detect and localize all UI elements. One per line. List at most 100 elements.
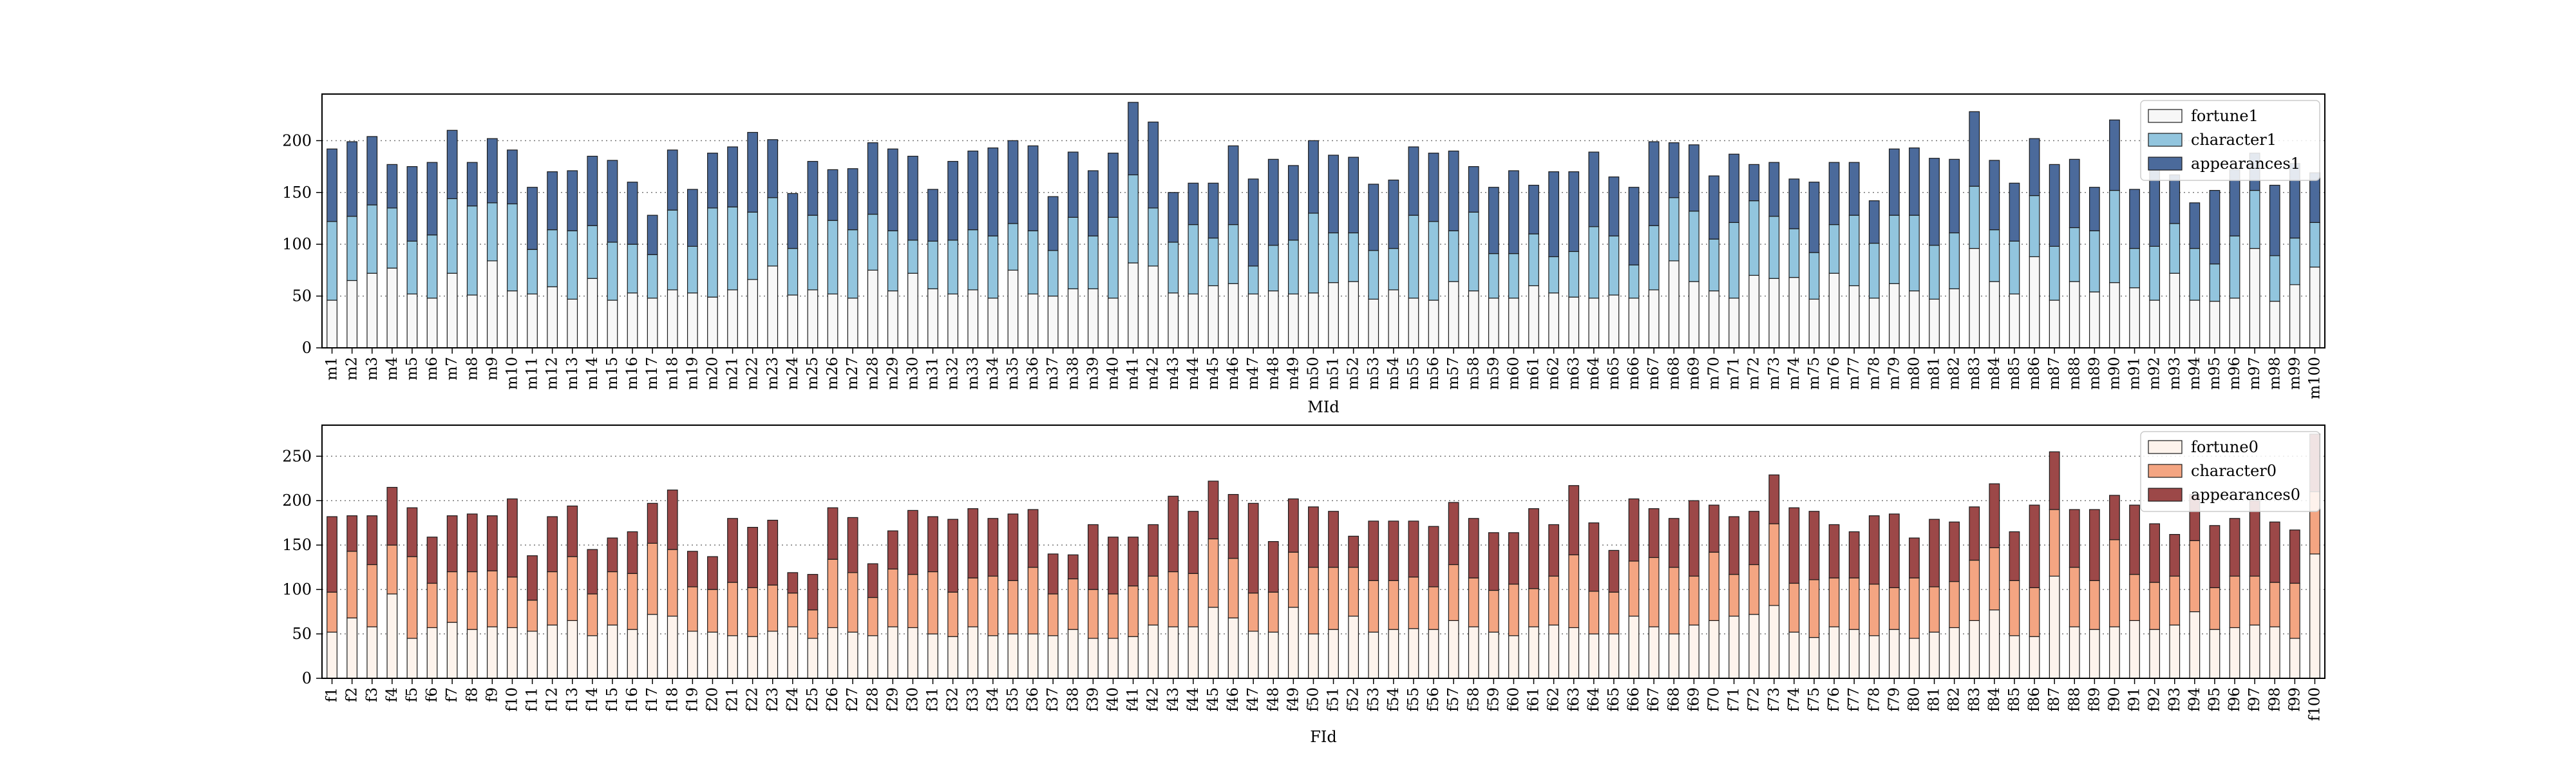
x-tick-label: m59 xyxy=(1485,357,1502,390)
bar-appearances0-f30 xyxy=(907,510,918,575)
x-tick-label: m75 xyxy=(1806,357,1823,390)
bar-character1-m18 xyxy=(667,209,678,291)
bar-fortune0-f15 xyxy=(607,624,618,679)
bar-fortune1-m9 xyxy=(486,260,498,348)
x-tick-label: m47 xyxy=(1245,357,1262,390)
bar-appearances1-m66 xyxy=(1628,187,1640,265)
x-tick-label: m15 xyxy=(604,357,621,390)
bar-fortune1-m4 xyxy=(386,267,398,348)
bar-character0-f38 xyxy=(1067,578,1079,630)
bar-character1-m98 xyxy=(2269,255,2280,302)
bar-character1-m37 xyxy=(1047,250,1059,297)
x-tick-label: m96 xyxy=(2226,357,2243,390)
x-tick-label: f31 xyxy=(925,687,942,712)
bar-character0-f43 xyxy=(1168,571,1179,627)
legend-label-character0: character0 xyxy=(2191,462,2277,480)
x-tick-label: f69 xyxy=(1685,687,1702,712)
bar-character1-m72 xyxy=(1748,200,1760,276)
bar-appearances0-f95 xyxy=(2209,525,2221,588)
x-tick-label: m55 xyxy=(1405,357,1422,390)
bar-appearances0-f7 xyxy=(446,515,458,573)
x-tick-label: m23 xyxy=(764,357,781,390)
bar-character0-f62 xyxy=(1548,575,1560,625)
bar-fortune1-m16 xyxy=(627,292,638,348)
x-tick-label: m60 xyxy=(1505,357,1522,390)
bar-appearances1-m70 xyxy=(1709,175,1719,240)
bar-appearances0-f39 xyxy=(1087,524,1099,590)
bar-fortune0-f99 xyxy=(2289,638,2300,679)
x-tick-label: m7 xyxy=(444,357,460,380)
x-tick-label: m12 xyxy=(544,357,561,390)
bar-fortune0-f3 xyxy=(366,626,378,679)
x-tick-label: f81 xyxy=(1926,687,1943,712)
bar-fortune0-f74 xyxy=(1788,631,1800,679)
bar-appearances0-f67 xyxy=(1648,508,1660,558)
bar-fortune0-f56 xyxy=(1428,629,1439,679)
bar-character1-m35 xyxy=(1007,223,1019,271)
bar-character0-f39 xyxy=(1087,589,1099,639)
bar-fortune0-f11 xyxy=(527,631,538,679)
bar-fortune0-f86 xyxy=(2029,636,2040,679)
x-tick-label: f98 xyxy=(2266,687,2283,712)
bar-character1-m83 xyxy=(1969,186,1980,249)
bar-appearances0-f21 xyxy=(727,518,738,583)
bar-character1-m87 xyxy=(2049,245,2060,301)
bar-fortune0-f23 xyxy=(767,631,779,679)
bar-fortune1-m84 xyxy=(1989,281,2000,348)
bar-character1-m8 xyxy=(466,205,478,296)
bar-fortune1-m7 xyxy=(446,272,458,348)
bar-fortune1-m60 xyxy=(1508,298,1519,348)
bar-appearances1-m33 xyxy=(967,150,979,231)
bar-appearances0-f52 xyxy=(1348,535,1359,568)
legend-label-appearances0: appearances0 xyxy=(2191,486,2300,504)
bar-fortune1-m40 xyxy=(1108,298,1119,348)
x-tick-label: m40 xyxy=(1104,357,1121,390)
x-tick-label: m33 xyxy=(965,357,981,390)
bar-character0-f82 xyxy=(1949,581,1960,629)
bar-character0-f56 xyxy=(1428,586,1439,630)
bar-fortune1-m38 xyxy=(1067,288,1079,348)
y-tick-label: 0 xyxy=(302,339,312,357)
bar-fortune1-m30 xyxy=(907,272,918,348)
bar-fortune1-m76 xyxy=(1828,272,1840,348)
bar-character0-f5 xyxy=(406,556,418,639)
axes-frame xyxy=(321,93,2325,348)
bar-fortune0-f81 xyxy=(1929,631,1940,679)
bar-fortune0-f71 xyxy=(1728,615,1739,679)
bar-appearances0-f32 xyxy=(947,519,959,593)
bar-character0-f52 xyxy=(1348,567,1359,617)
bar-fortune1-m77 xyxy=(1848,285,1860,348)
x-tick-label: f12 xyxy=(544,687,561,712)
bar-fortune1-m21 xyxy=(727,289,738,348)
bar-fortune1-m26 xyxy=(827,293,838,348)
bar-character0-f8 xyxy=(466,571,478,630)
bar-character0-f27 xyxy=(847,572,858,633)
bar-fortune0-f44 xyxy=(1188,626,1199,679)
x-tick-label: f61 xyxy=(1526,687,1542,712)
bar-fortune0-f8 xyxy=(466,629,478,679)
bar-fortune0-f41 xyxy=(1128,636,1139,679)
x-tick-label: f21 xyxy=(724,687,741,712)
bar-character0-f76 xyxy=(1828,577,1840,627)
bar-character1-m67 xyxy=(1648,225,1660,291)
x-tick-label: f72 xyxy=(1746,687,1763,712)
bar-character1-m68 xyxy=(1668,197,1680,262)
x-tick-label: m74 xyxy=(1786,357,1803,390)
bar-appearances0-f48 xyxy=(1267,541,1279,593)
bar-appearances0-f69 xyxy=(1688,500,1700,577)
bar-character1-m55 xyxy=(1408,215,1419,299)
bar-fortune0-f20 xyxy=(707,631,718,679)
bar-fortune0-f55 xyxy=(1408,628,1419,679)
bar-fortune0-f9 xyxy=(486,626,498,679)
x-tick-label: m29 xyxy=(884,357,901,390)
bar-character1-m56 xyxy=(1428,221,1439,301)
bar-character0-f57 xyxy=(1448,564,1459,621)
bar-appearances0-f54 xyxy=(1388,520,1399,581)
bar-appearances1-m40 xyxy=(1108,153,1119,218)
bar-fortune1-m19 xyxy=(687,292,698,348)
bar-character1-m25 xyxy=(807,215,819,291)
x-tick-label: f80 xyxy=(1906,687,1922,712)
x-tick-label: f59 xyxy=(1485,687,1502,712)
x-tick-label: m84 xyxy=(1986,357,2003,390)
legend-box xyxy=(2140,431,2320,512)
